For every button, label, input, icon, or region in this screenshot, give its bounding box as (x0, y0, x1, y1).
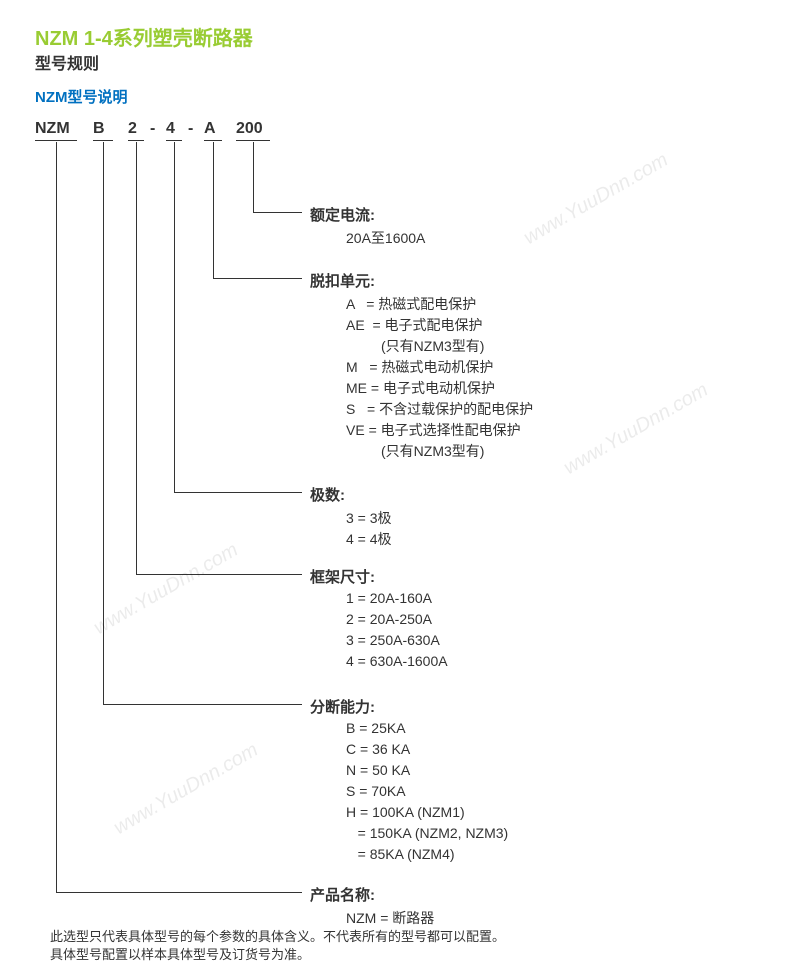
branch-title-1: 脱扣单元: (310, 270, 375, 291)
branch-vline-0 (253, 142, 254, 212)
branch-1-line-7: (只有NZM3型有) (346, 441, 484, 461)
branch-title-4: 分断能力: (310, 696, 375, 717)
branch-hline-0 (253, 212, 302, 213)
branch-title-3: 框架尺寸: (310, 566, 375, 587)
branch-hline-3 (136, 574, 302, 575)
branch-0-line-0: 20A至1600A (346, 228, 425, 248)
footnote-2: 具体型号配置以样本具体型号及订货号为准。 (50, 944, 310, 963)
watermark-2: www.YuuDnn.com (90, 539, 242, 640)
model-segment-1: B (93, 120, 105, 138)
branch-title-0: 额定电流: (310, 204, 375, 225)
branch-1-line-5: S = 不含过载保护的配电保护 (346, 399, 533, 419)
branch-vline-3 (136, 142, 137, 574)
model-segment-3: - (150, 120, 155, 138)
branch-title-5: 产品名称: (310, 884, 375, 905)
branch-vline-5 (56, 142, 57, 892)
branch-vline-4 (103, 142, 104, 704)
branch-4-line-6: = 85KA (NZM4) (346, 846, 455, 862)
diagram-page: NZM 1-4系列塑壳断路器 型号规则 NZM型号说明 此选型只代表具体型号的每… (0, 0, 790, 960)
branch-1-line-0: A = 热磁式配电保护 (346, 294, 476, 314)
watermark-1: www.YuuDnn.com (560, 379, 712, 480)
branch-3-line-3: 4 = 630A-1600A (346, 653, 448, 669)
model-segment-2: 2 (128, 120, 137, 138)
branch-1-line-3: M = 热磁式电动机保护 (346, 357, 493, 377)
branch-4-line-0: B = 25KA (346, 720, 406, 736)
branch-4-line-5: = 150KA (NZM2, NZM3) (346, 825, 508, 841)
branch-4-line-2: N = 50 KA (346, 762, 410, 778)
branch-title-2: 极数: (310, 484, 345, 505)
branch-3-line-0: 1 = 20A-160A (346, 590, 432, 606)
model-segment-underline-6 (204, 140, 222, 141)
branch-hline-4 (103, 704, 302, 705)
model-segment-underline-7 (236, 140, 270, 141)
branch-5-line-0: NZM = 断路器 (346, 908, 434, 928)
branch-vline-1 (213, 142, 214, 278)
model-segment-7: 200 (236, 120, 263, 138)
branch-2-line-1: 4 = 4极 (346, 529, 392, 549)
page-title: NZM 1-4系列塑壳断路器 (35, 22, 253, 51)
branch-4-line-1: C = 36 KA (346, 741, 410, 757)
model-segment-underline-4 (166, 140, 182, 141)
branch-3-line-1: 2 = 20A-250A (346, 611, 432, 627)
branch-hline-1 (213, 278, 302, 279)
branch-1-line-2: (只有NZM3型有) (346, 336, 484, 356)
model-segment-underline-2 (128, 140, 144, 141)
model-explain-heading: NZM型号说明 (35, 86, 128, 107)
branch-1-line-6: VE = 电子式选择性配电保护 (346, 420, 521, 440)
footnote-1: 此选型只代表具体型号的每个参数的具体含义。不代表所有的型号都可以配置。 (50, 926, 505, 945)
branch-1-line-1: AE = 电子式配电保护 (346, 315, 483, 335)
branch-hline-5 (56, 892, 302, 893)
model-segment-6: A (204, 120, 216, 138)
model-segment-underline-1 (93, 140, 113, 141)
branch-3-line-2: 3 = 250A-630A (346, 632, 440, 648)
page-subtitle: 型号规则 (35, 50, 99, 74)
model-segment-underline-0 (35, 140, 77, 141)
branch-1-line-4: ME = 电子式电动机保护 (346, 378, 495, 398)
branch-vline-2 (174, 142, 175, 492)
watermark-3: www.YuuDnn.com (110, 739, 262, 840)
model-segment-0: NZM (35, 120, 70, 138)
branch-hline-2 (174, 492, 302, 493)
model-segment-5: - (188, 120, 193, 138)
model-segment-4: 4 (166, 120, 175, 138)
branch-4-line-3: S = 70KA (346, 783, 406, 799)
branch-4-line-4: H = 100KA (NZM1) (346, 804, 465, 820)
watermark-0: www.YuuDnn.com (520, 149, 672, 250)
branch-2-line-0: 3 = 3极 (346, 508, 392, 528)
